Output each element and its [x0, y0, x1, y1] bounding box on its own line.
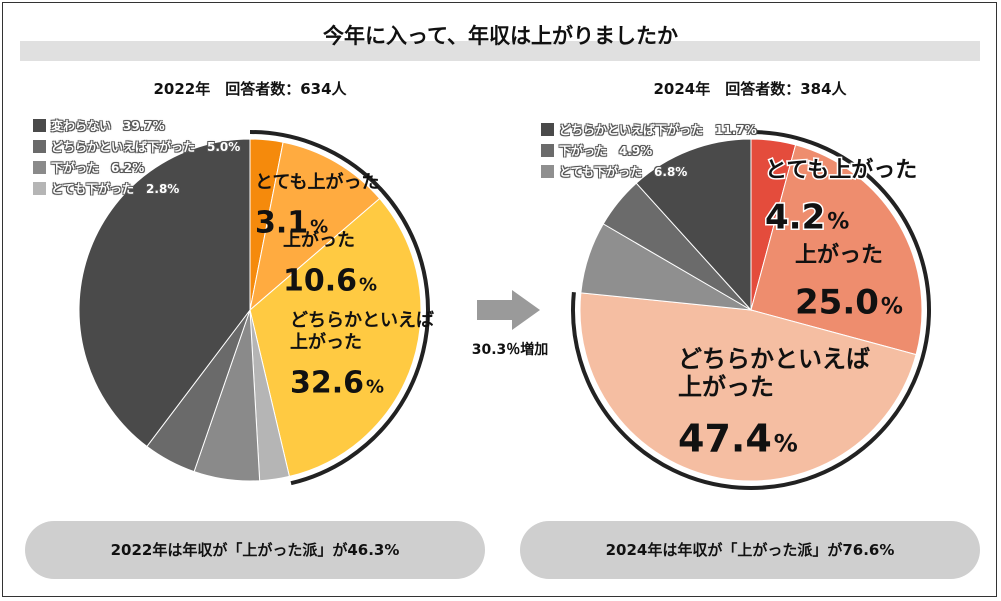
panel-title-2022: 2022年 回答者数：634人: [153, 80, 347, 98]
slice-value-1-0: 4.2: [765, 198, 825, 238]
slice-value-1-1: 25.0: [795, 283, 879, 323]
up-group-outline: [249, 130, 430, 486]
legend-swatch: [541, 123, 554, 136]
increase-label: 30.3％増加: [471, 342, 549, 358]
legend-swatch: [33, 119, 46, 132]
panel-title-2024: 2024年 回答者数：384人: [653, 80, 847, 98]
legend-value: 39.7%: [123, 119, 165, 133]
slice-value-0-1: 10.6: [283, 264, 357, 299]
percent-sign: %: [359, 275, 377, 296]
pie-slice-1-1: [750, 144, 923, 356]
legend-value: 5.0%: [207, 140, 241, 154]
slice-label-0-0: とても上がった: [255, 171, 380, 193]
legend-swatch: [541, 165, 554, 178]
summary-2024: 2024年は年収が「上がった派」が76.6%: [520, 521, 980, 579]
percent-sign: %: [881, 295, 903, 320]
legend-value: 6.8%: [654, 165, 688, 179]
legend-label: とても下がった 2.8%: [51, 182, 180, 196]
legend-label: 下がった 4.9%: [559, 144, 653, 158]
legend-label: 変わらない 39.7%: [51, 119, 165, 133]
slice-label-1-0: とても上がった: [765, 157, 917, 183]
up-group-outline: [571, 130, 931, 490]
pie-slice-0-6: [78, 138, 251, 448]
legend-value: 11.7%: [715, 123, 757, 137]
arrow-shaft: [477, 300, 514, 320]
legend-label: とても下がった 6.8%: [559, 165, 688, 179]
slice-label-1-2-b: 上がった: [678, 373, 774, 401]
title-bar: [20, 41, 980, 61]
legend-value: 2.8%: [146, 182, 180, 196]
percent-sign: %: [366, 377, 384, 398]
slice-label-0-2: どちらかといえば: [290, 310, 434, 331]
arrow: [477, 290, 540, 330]
pie-slice-0-1: [249, 141, 381, 312]
pie-slice-1-5: [635, 138, 752, 312]
legend-value: 4.9%: [619, 144, 653, 158]
legend-swatch: [541, 144, 554, 157]
slice-value-0-0: 3.1: [255, 206, 308, 241]
slice-label-1-2: どちらかといえば: [678, 345, 870, 373]
legend-value: 6.2%: [111, 161, 145, 175]
percent-sign: %: [774, 430, 798, 458]
slice-value-1-2: 47.4: [678, 417, 772, 461]
percent-sign: %: [827, 210, 849, 235]
summary-2022: 2022年は年収が「上がった派」が46.3%: [25, 521, 485, 579]
slice-value-0-2: 32.6: [290, 366, 364, 401]
legend-swatch: [33, 140, 46, 153]
slice-label-1-1: 上がった: [795, 242, 883, 268]
chart-title: 今年に入って、年収は上がりましたか: [323, 24, 678, 48]
slice-label-0-1: 上がった: [283, 229, 355, 251]
legend-swatch: [33, 161, 46, 174]
legend-label: どちらかといえば下がった 11.7%: [559, 123, 757, 137]
legend-label: 下がった 6.2%: [51, 161, 145, 175]
percent-sign: %: [310, 217, 328, 238]
legend-label: どちらかといえば下がった 5.0%: [51, 140, 241, 154]
pie-slice-1-2: [579, 292, 917, 482]
pie-slice-0-2: [249, 197, 422, 478]
arrow-head: [512, 290, 540, 330]
slice-label-0-2-b: 上がった: [290, 331, 362, 353]
legend-swatch: [33, 182, 46, 195]
